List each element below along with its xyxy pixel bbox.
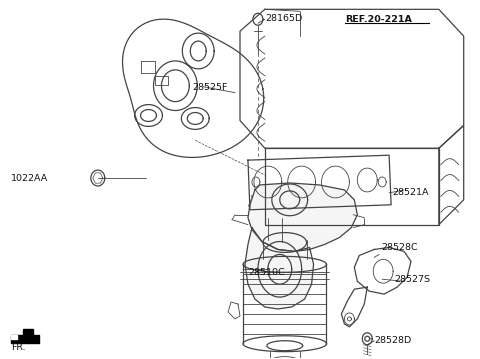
Text: 28510C: 28510C [248, 268, 285, 277]
Text: 28528C: 28528C [381, 243, 418, 252]
Text: 28521A: 28521A [392, 188, 429, 197]
Polygon shape [265, 148, 439, 225]
Text: 1022AA: 1022AA [12, 173, 48, 182]
Polygon shape [248, 183, 357, 251]
Text: REF.20-221A: REF.20-221A [346, 15, 412, 24]
Polygon shape [12, 335, 17, 339]
Polygon shape [248, 155, 391, 210]
Polygon shape [228, 302, 240, 319]
Polygon shape [341, 287, 367, 327]
Polygon shape [141, 61, 156, 73]
Polygon shape [439, 125, 464, 225]
Text: 28527S: 28527S [394, 275, 430, 284]
Polygon shape [156, 76, 168, 85]
Polygon shape [240, 9, 464, 148]
Text: 28525F: 28525F [192, 83, 228, 92]
Text: FR.: FR. [12, 343, 26, 352]
Text: 28165D: 28165D [265, 14, 302, 23]
Polygon shape [354, 247, 411, 294]
Polygon shape [12, 329, 39, 343]
Text: 28528D: 28528D [374, 336, 411, 345]
Polygon shape [245, 228, 313, 309]
